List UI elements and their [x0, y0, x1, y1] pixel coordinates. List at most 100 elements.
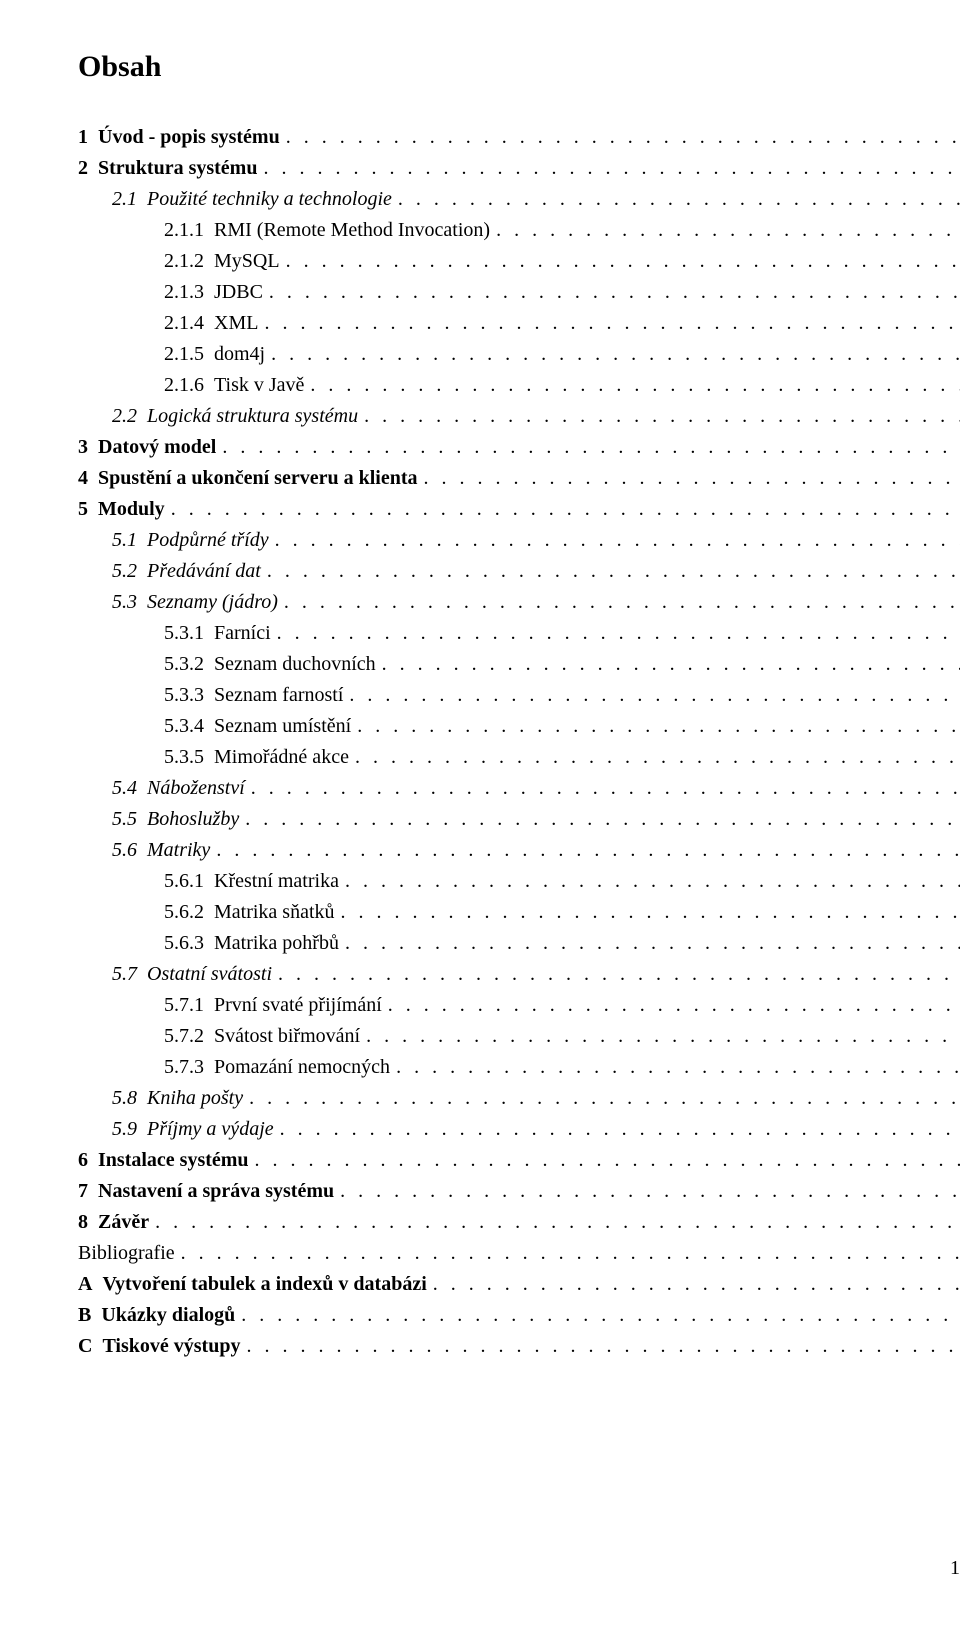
toc-entry[interactable]: 1Úvod - popis systému. . . . . . . . . .… [78, 122, 960, 153]
toc-entry[interactable]: 4Spustění a ukončení serveru a klienta. … [78, 463, 960, 494]
toc-entry-label: Spustění a ukončení serveru a klienta [88, 463, 417, 494]
toc-entry[interactable]: 3Datový model. . . . . . . . . . . . . .… [78, 432, 960, 463]
toc-leader: . . . . . . . . . . . . . . . . . . . . … [280, 122, 960, 153]
toc-leader: . . . . . . . . . . . . . . . . . . . . … [263, 277, 960, 308]
toc-entry[interactable]: 5.3.1Farníci. . . . . . . . . . . . . . … [78, 618, 960, 649]
toc-leader: . . . . . . . . . . . . . . . . . . . . … [335, 897, 960, 928]
toc-leader: . . . . . . . . . . . . . . . . . . . . … [343, 680, 960, 711]
toc-entry[interactable]: 2.2Logická struktura systému. . . . . . … [78, 401, 960, 432]
toc-entry-number: 5.6.2 [164, 897, 204, 928]
toc-entry[interactable]: 5.6Matriky. . . . . . . . . . . . . . . … [78, 835, 960, 866]
page-title: Obsah [78, 50, 960, 84]
toc-entry-label: Podpůrné třídy [137, 525, 269, 556]
toc-entry-number: 5.3 [112, 587, 137, 618]
toc-entry[interactable]: Bibliografie. . . . . . . . . . . . . . … [78, 1238, 960, 1269]
toc-entry[interactable]: 5.3.3Seznam farností. . . . . . . . . . … [78, 680, 960, 711]
toc-entry[interactable]: 2.1.4XML. . . . . . . . . . . . . . . . … [78, 308, 960, 339]
toc-entry[interactable]: 5.6.3Matrika pohřbů. . . . . . . . . . .… [78, 928, 960, 959]
toc-leader: . . . . . . . . . . . . . . . . . . . . … [272, 959, 960, 990]
toc-entry[interactable]: 5.7.3Pomazání nemocných. . . . . . . . .… [78, 1052, 960, 1083]
toc-entry[interactable]: 2.1.5dom4j. . . . . . . . . . . . . . . … [78, 339, 960, 370]
toc-entry-label: Příjmy a výdaje [137, 1114, 274, 1145]
toc-entry-label: Ukázky dialogů [91, 1300, 235, 1331]
toc-entry-label: Datový model [88, 432, 216, 463]
toc-entry-number: 2.1.3 [164, 277, 204, 308]
toc-entry-label: Bibliografie [78, 1238, 175, 1269]
toc-leader: . . . . . . . . . . . . . . . . . . . . … [269, 525, 960, 556]
toc-entry[interactable]: 7Nastavení a správa systému. . . . . . .… [78, 1176, 960, 1207]
toc-entry-number: 2.2 [112, 401, 137, 432]
toc-leader: . . . . . . . . . . . . . . . . . . . . … [265, 339, 960, 370]
toc-entry[interactable]: 5.1Podpůrné třídy. . . . . . . . . . . .… [78, 525, 960, 556]
toc-entry[interactable]: 2.1.6Tisk v Javě. . . . . . . . . . . . … [78, 370, 960, 401]
toc-entry[interactable]: 8Závěr. . . . . . . . . . . . . . . . . … [78, 1207, 960, 1238]
toc-entry[interactable]: 5.3.4Seznam umístění. . . . . . . . . . … [78, 711, 960, 742]
toc-entry[interactable]: 2Struktura systému. . . . . . . . . . . … [78, 153, 960, 184]
toc-entry-label: Matrika pohřbů [204, 928, 339, 959]
toc-entry[interactable]: CTiskové výstupy. . . . . . . . . . . . … [78, 1331, 960, 1362]
toc-entry[interactable]: 5Moduly. . . . . . . . . . . . . . . . .… [78, 494, 960, 525]
page-number: 1 [950, 1557, 960, 1580]
toc-entry-label: Seznam farností [204, 680, 343, 711]
toc-entry[interactable]: 5.6.2Matrika sňatků. . . . . . . . . . .… [78, 897, 960, 928]
toc-entry-label: Ostatní svátosti [137, 959, 272, 990]
toc-entry-label: Seznam duchovních [204, 649, 376, 680]
toc-leader: . . . . . . . . . . . . . . . . . . . . … [349, 742, 960, 773]
toc-entry[interactable]: 5.5Bohoslužby. . . . . . . . . . . . . .… [78, 804, 960, 835]
toc-leader: . . . . . . . . . . . . . . . . . . . . … [245, 773, 960, 804]
toc-entry-label: Seznam umístění [204, 711, 351, 742]
toc-leader: . . . . . . . . . . . . . . . . . . . . … [165, 494, 960, 525]
toc-leader: . . . . . . . . . . . . . . . . . . . . … [339, 866, 960, 897]
toc-entry[interactable]: 2.1.1RMI (Remote Method Invocation). . .… [78, 215, 960, 246]
toc-entry[interactable]: 5.6.1Křestní matrika. . . . . . . . . . … [78, 866, 960, 897]
toc-entry-label: RMI (Remote Method Invocation) [204, 215, 490, 246]
toc-entry-number: 5.7 [112, 959, 137, 990]
toc-entry-label: Moduly [88, 494, 165, 525]
toc-entry[interactable]: 5.3Seznamy (jádro). . . . . . . . . . . … [78, 587, 960, 618]
toc-leader: . . . . . . . . . . . . . . . . . . . . … [249, 1145, 960, 1176]
toc-entry-label: Závěr [88, 1207, 149, 1238]
toc-entry[interactable]: 2.1Použité techniky a technologie. . . .… [78, 184, 960, 215]
toc-entry-number: 5 [78, 494, 88, 525]
toc-entry[interactable]: 5.7.1První svaté přijímání. . . . . . . … [78, 990, 960, 1021]
toc-entry-label: Instalace systému [88, 1145, 249, 1176]
toc-entry-label: První svaté přijímání [204, 990, 382, 1021]
toc-entry[interactable]: 6Instalace systému. . . . . . . . . . . … [78, 1145, 960, 1176]
toc-entry-number: 5.7.2 [164, 1021, 204, 1052]
toc-entry[interactable]: 5.2Předávání dat. . . . . . . . . . . . … [78, 556, 960, 587]
toc-entry[interactable]: 5.8Kniha pošty. . . . . . . . . . . . . … [78, 1083, 960, 1114]
toc-entry[interactable]: 2.1.2MySQL. . . . . . . . . . . . . . . … [78, 246, 960, 277]
toc-entry-label: Vytvoření tabulek a indexů v databázi [92, 1269, 426, 1300]
toc-entry-number: 5.9 [112, 1114, 137, 1145]
toc-entry-number: 3 [78, 432, 88, 463]
toc-entry-label: Křestní matrika [204, 866, 339, 897]
toc-leader: . . . . . . . . . . . . . . . . . . . . … [280, 246, 960, 277]
toc-leader: . . . . . . . . . . . . . . . . . . . . … [235, 1300, 960, 1331]
toc-leader: . . . . . . . . . . . . . . . . . . . . … [210, 835, 960, 866]
toc-entry[interactable]: BUkázky dialogů. . . . . . . . . . . . .… [78, 1300, 960, 1331]
toc-entry[interactable]: 5.3.2Seznam duchovních. . . . . . . . . … [78, 649, 960, 680]
toc-entry-number: 8 [78, 1207, 88, 1238]
toc-entry-label: Úvod - popis systému [88, 122, 280, 153]
toc-entry[interactable]: 2.1.3JDBC. . . . . . . . . . . . . . . .… [78, 277, 960, 308]
toc-entry[interactable]: 5.9Příjmy a výdaje. . . . . . . . . . . … [78, 1114, 960, 1145]
toc-entry-number: 5.8 [112, 1083, 137, 1114]
toc-entry[interactable]: 5.7.2Svátost biřmování. . . . . . . . . … [78, 1021, 960, 1052]
toc-entry-label: Kniha pošty [137, 1083, 243, 1114]
toc-leader: . . . . . . . . . . . . . . . . . . . . … [392, 184, 960, 215]
toc-entry[interactable]: 5.4Náboženství. . . . . . . . . . . . . … [78, 773, 960, 804]
toc-leader: . . . . . . . . . . . . . . . . . . . . … [427, 1269, 960, 1300]
toc-entry[interactable]: 5.7Ostatní svátosti. . . . . . . . . . .… [78, 959, 960, 990]
toc-leader: . . . . . . . . . . . . . . . . . . . . … [351, 711, 960, 742]
toc-entry-number: 5.3.2 [164, 649, 204, 680]
toc-entry-number: 5.7.3 [164, 1052, 204, 1083]
toc-entry[interactable]: 5.3.5Mimořádné akce. . . . . . . . . . .… [78, 742, 960, 773]
toc-entry-number: 7 [78, 1176, 88, 1207]
toc-entry-number: 2.1 [112, 184, 137, 215]
toc-leader: . . . . . . . . . . . . . . . . . . . . … [257, 153, 960, 184]
toc-leader: . . . . . . . . . . . . . . . . . . . . … [240, 1331, 960, 1362]
toc-entry-label: Logická struktura systému [137, 401, 358, 432]
toc-entry-number: 5.6.1 [164, 866, 204, 897]
toc-entry[interactable]: AVytvoření tabulek a indexů v databázi. … [78, 1269, 960, 1300]
toc-entry-label: Náboženství [137, 773, 245, 804]
